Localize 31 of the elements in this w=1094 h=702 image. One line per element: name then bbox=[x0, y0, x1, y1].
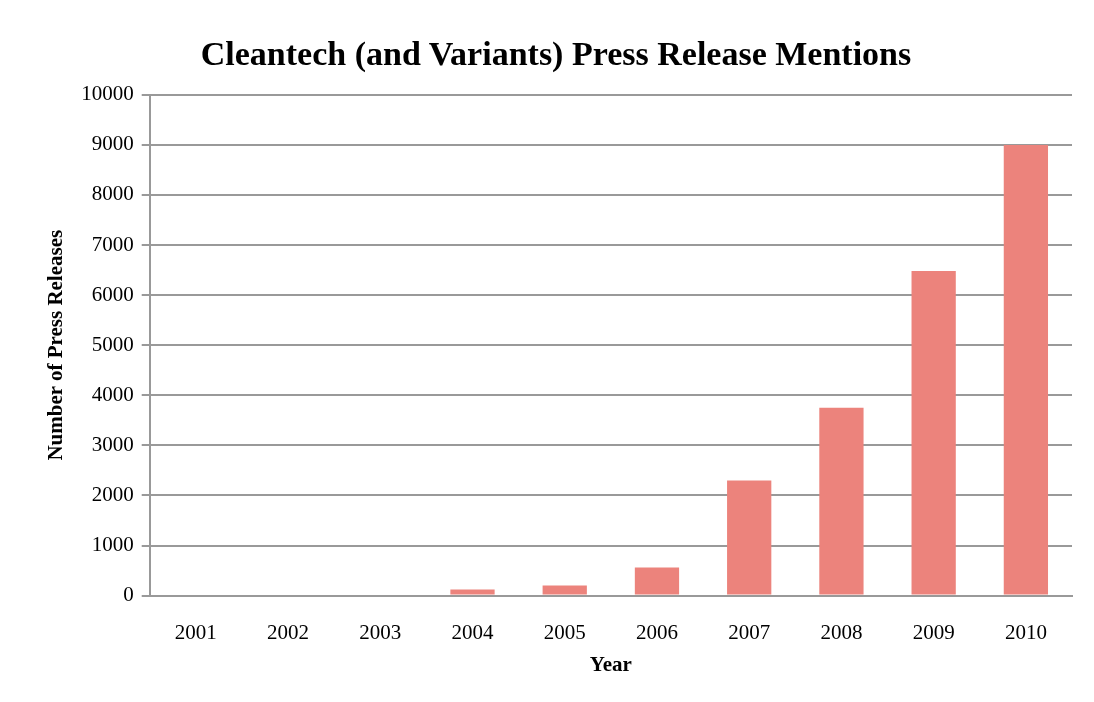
chart-title: Cleantech (and Variants) Press Release Mentions bbox=[200, 35, 912, 74]
x-tick-label: 2006 bbox=[635, 619, 678, 644]
y-tick-label: 4000 bbox=[91, 381, 134, 406]
bar bbox=[819, 407, 864, 595]
x-tick-label: 2005 bbox=[543, 619, 586, 644]
y-tick-label: 3000 bbox=[91, 431, 134, 456]
y-tick-label: 1000 bbox=[91, 532, 134, 557]
x-tick-label: 2003 bbox=[359, 619, 402, 644]
bar bbox=[1003, 144, 1049, 595]
bar bbox=[727, 480, 772, 595]
x-tick-label: 2008 bbox=[820, 619, 863, 644]
bar bbox=[542, 585, 587, 595]
bar bbox=[634, 567, 680, 595]
x-tick-label: 2009 bbox=[912, 619, 955, 644]
y-tick-label: 2000 bbox=[91, 481, 134, 506]
x-axis-title: Year bbox=[589, 651, 632, 676]
bar bbox=[911, 271, 956, 595]
x-tick-label: 2010 bbox=[1004, 619, 1047, 644]
x-tick-label: 2001 bbox=[174, 619, 217, 644]
x-tick-label: 2004 bbox=[451, 619, 495, 644]
x-tick-label: 2002 bbox=[267, 619, 310, 644]
x-tick-label: 2007 bbox=[728, 619, 771, 644]
y-tick-label: 9000 bbox=[91, 131, 134, 156]
y-tick-label: 10000 bbox=[81, 81, 134, 106]
y-tick-label: 6000 bbox=[91, 281, 134, 306]
y-tick-label: 8000 bbox=[91, 181, 134, 206]
y-tick-label: 0 bbox=[123, 582, 134, 607]
y-tick-label: 7000 bbox=[91, 231, 134, 256]
bar bbox=[450, 589, 495, 595]
y-tick-label: 5000 bbox=[91, 331, 134, 356]
y-axis-title: Number of Press Releases bbox=[43, 229, 68, 461]
